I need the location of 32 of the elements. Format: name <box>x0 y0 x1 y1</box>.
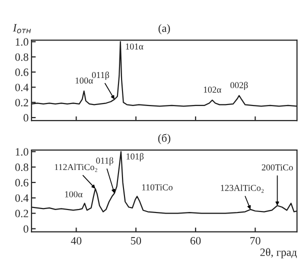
annotation: 200TiCo <box>262 164 293 170</box>
annotation: 123AlTiCo₂ <box>220 184 264 193</box>
y-tick-label: 0 <box>24 225 28 233</box>
x-tick-label: 60 <box>190 237 201 244</box>
x-axis-title: 2θ, град <box>260 248 297 258</box>
y-tick-label: 0.4 <box>15 194 29 202</box>
y-tick-label: 0.6 <box>15 178 28 186</box>
annotation: 112AlTiCo₂ <box>54 164 98 172</box>
annotation: 011β <box>92 72 110 80</box>
y-tick-label: 1.0 <box>16 38 28 46</box>
y-tick-label: 0.8 <box>15 53 28 61</box>
x-tick-label: 40 <box>70 237 82 244</box>
y-tick-label: 0 <box>24 114 28 122</box>
annotation: 011β <box>96 157 114 166</box>
annotation: 101α <box>126 43 144 50</box>
chart-title: (б) <box>158 134 170 144</box>
y-tick-label: 0.2 <box>15 210 28 218</box>
y-tick-label: 0.4 <box>15 84 29 92</box>
annotation: 100α <box>76 78 93 84</box>
annotation: 102α <box>204 86 222 93</box>
y-tick-label: 0.6 <box>15 68 28 76</box>
y-tick-label: 1.0 <box>16 148 28 156</box>
y-axis-title: I$_{отн}$ <box>12 24 31 34</box>
annotation: 110TiCo <box>142 184 173 190</box>
y-tick-label: 0.2 <box>15 98 28 106</box>
annotation: 101β <box>126 153 144 162</box>
chart-title: (a) <box>158 24 170 34</box>
x-tick-label: 50 <box>131 237 142 244</box>
annotation: 002β <box>230 82 248 90</box>
x-tick-label: 70 <box>250 237 260 244</box>
y-tick-label: 0.8 <box>15 164 28 172</box>
annotation: 100α <box>65 191 82 198</box>
